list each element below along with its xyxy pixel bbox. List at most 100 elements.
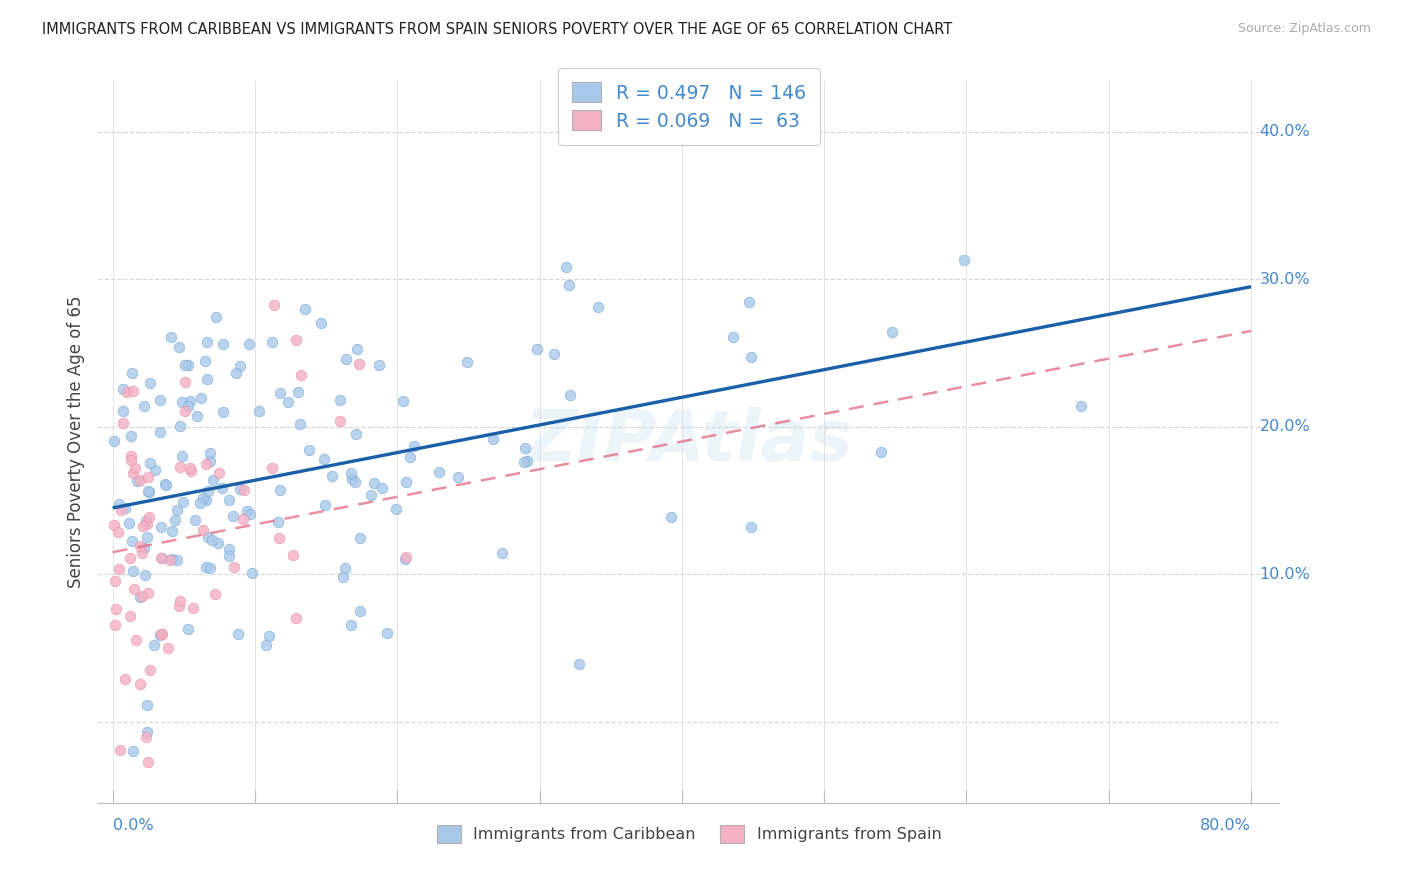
Point	[516, 454, 538, 468]
Point	[166, 553, 188, 567]
Point	[399, 450, 422, 464]
Point	[201, 533, 224, 548]
Point	[121, 534, 143, 549]
Point	[239, 508, 262, 522]
Point	[167, 340, 190, 354]
Point	[335, 352, 357, 367]
Point	[198, 454, 221, 468]
Point	[121, 466, 143, 480]
Point	[218, 549, 240, 564]
Point	[127, 474, 149, 488]
Point	[394, 551, 416, 566]
Point	[120, 449, 142, 463]
Point	[349, 357, 371, 371]
Point	[229, 359, 252, 374]
Text: 20.0%: 20.0%	[1260, 419, 1310, 434]
Point	[339, 466, 361, 480]
Point	[143, 463, 166, 477]
Point	[190, 391, 212, 405]
Point	[368, 359, 391, 373]
Point	[228, 482, 250, 496]
Point	[197, 372, 219, 386]
Point	[191, 523, 214, 537]
Point	[172, 394, 194, 409]
Point	[558, 388, 581, 402]
Point	[515, 441, 537, 455]
Point	[110, 503, 132, 517]
Point	[162, 551, 184, 566]
Point	[131, 590, 153, 604]
Point	[204, 586, 226, 600]
Point	[208, 467, 231, 481]
Point	[349, 532, 371, 546]
Point	[179, 394, 201, 409]
Point	[169, 418, 191, 433]
Point	[120, 453, 142, 467]
Point	[211, 482, 233, 496]
Text: IMMIGRANTS FROM CARIBBEAN VS IMMIGRANTS FROM SPAIN SENIORS POVERTY OVER THE AGE : IMMIGRANTS FROM CARIBBEAN VS IMMIGRANTS …	[42, 22, 952, 37]
Point	[197, 335, 219, 350]
Point	[953, 252, 976, 267]
Point	[232, 483, 254, 497]
Point	[221, 508, 243, 523]
Point	[394, 549, 416, 564]
Point	[165, 512, 187, 526]
Point	[150, 627, 173, 641]
Point	[180, 464, 202, 478]
Point	[194, 353, 217, 368]
Point	[254, 638, 277, 652]
Point	[194, 560, 217, 574]
Legend: Immigrants from Caribbean, Immigrants from Spain: Immigrants from Caribbean, Immigrants fr…	[430, 819, 948, 849]
Point	[138, 510, 160, 524]
Point	[131, 519, 153, 533]
Point	[108, 497, 131, 511]
Point	[176, 399, 198, 413]
Point	[155, 477, 177, 491]
Point	[172, 494, 194, 508]
Point	[346, 342, 368, 356]
Point	[218, 542, 240, 557]
Point	[139, 663, 162, 677]
Point	[543, 347, 565, 361]
Point	[173, 375, 195, 389]
Point	[170, 449, 193, 463]
Point	[557, 278, 579, 293]
Point	[526, 342, 548, 356]
Point	[212, 405, 235, 419]
Point	[122, 744, 145, 758]
Point	[108, 743, 131, 757]
Point	[391, 393, 413, 408]
Point	[122, 384, 145, 399]
Y-axis label: Seniors Poverty Over the Age of 65: Seniors Poverty Over the Age of 65	[66, 295, 84, 588]
Point	[118, 609, 141, 624]
Point	[294, 301, 316, 316]
Point	[128, 677, 150, 691]
Point	[124, 460, 146, 475]
Point	[212, 336, 235, 351]
Point	[197, 483, 219, 498]
Point	[121, 565, 143, 579]
Point	[184, 513, 207, 527]
Point	[262, 461, 284, 475]
Point	[159, 329, 181, 343]
Text: ZIPAtlas: ZIPAtlas	[524, 407, 853, 476]
Point	[269, 483, 291, 497]
Point	[176, 622, 198, 636]
Point	[314, 451, 336, 466]
Point	[153, 477, 176, 491]
Point	[586, 300, 609, 314]
Point	[173, 358, 195, 372]
Point	[138, 586, 160, 600]
Point	[125, 633, 148, 648]
Point	[721, 330, 744, 344]
Point	[136, 755, 159, 769]
Point	[267, 515, 290, 529]
Point	[166, 503, 188, 517]
Point	[198, 446, 221, 460]
Point	[134, 399, 156, 413]
Point	[385, 501, 408, 516]
Point	[148, 393, 170, 408]
Point	[288, 417, 311, 432]
Point	[142, 638, 165, 652]
Point	[160, 524, 183, 538]
